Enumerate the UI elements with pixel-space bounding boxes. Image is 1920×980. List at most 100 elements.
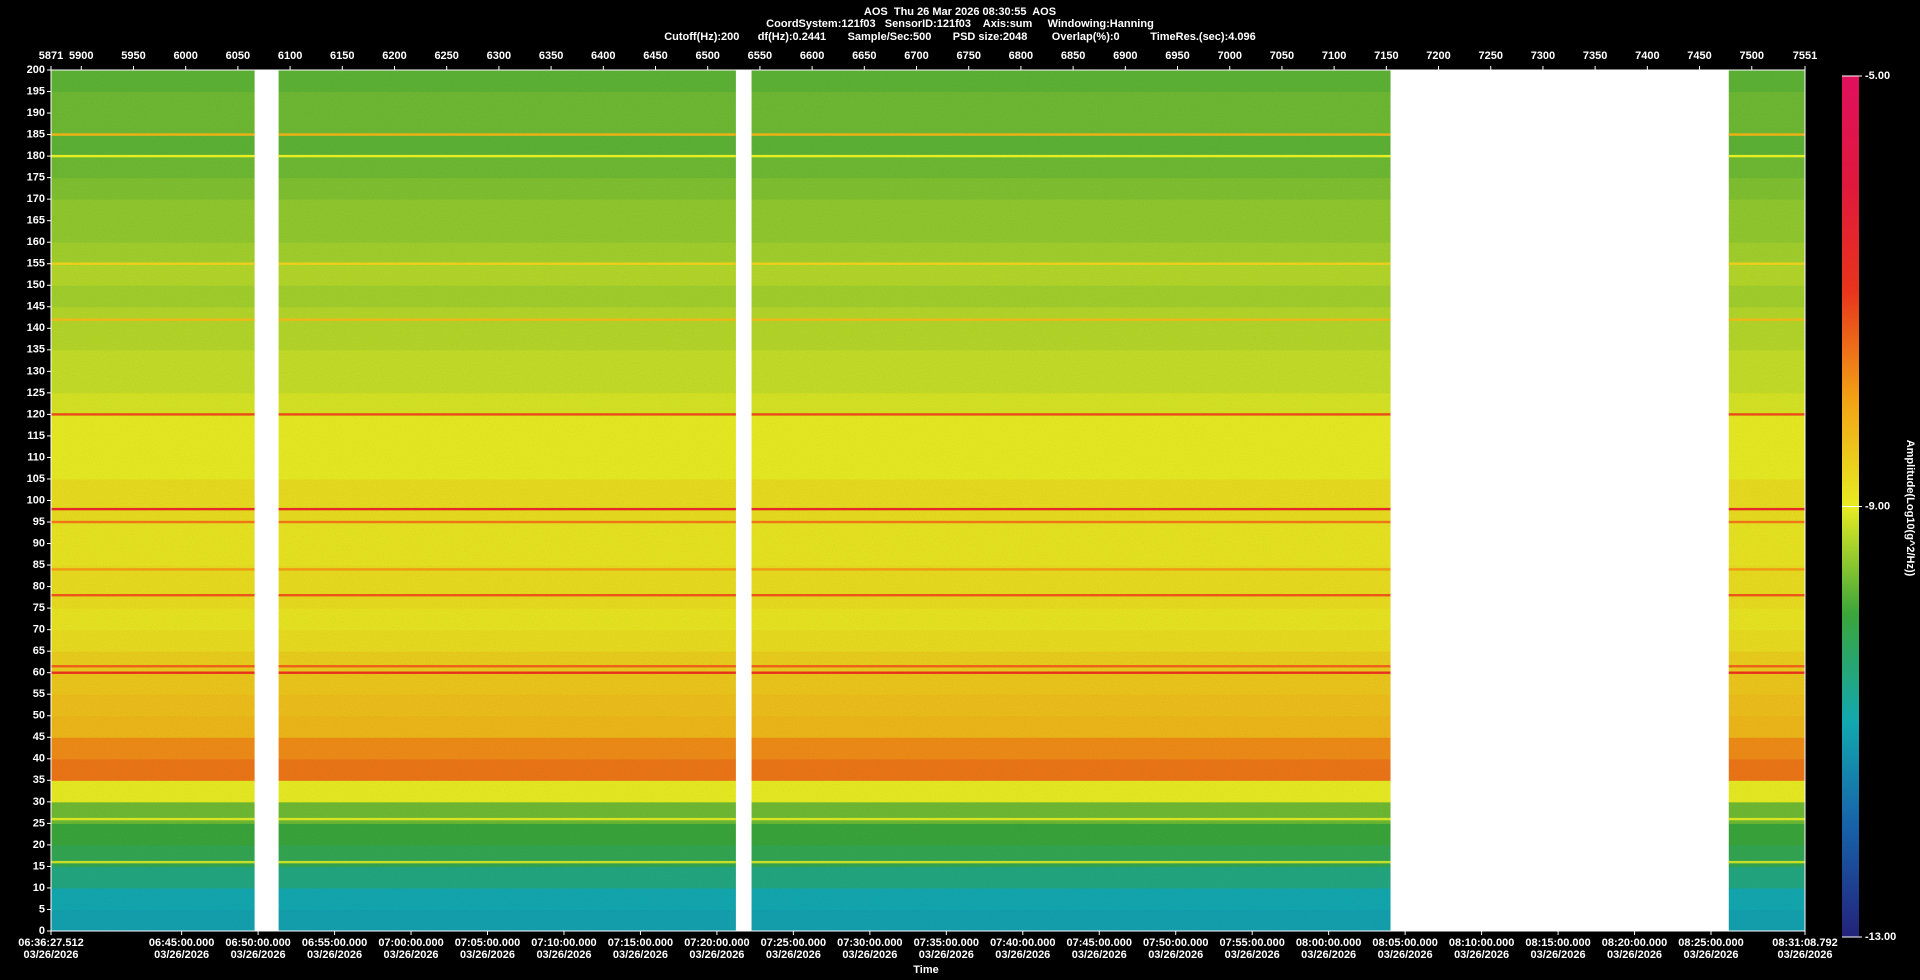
top-x-tick-label: 6250 — [434, 50, 458, 62]
y-tick-label: 120 — [27, 408, 45, 420]
time-tick-label: 07:35:00.000 — [914, 937, 979, 949]
top-x-tick-label: 7200 — [1426, 50, 1450, 62]
top-x-tick-label: 7551 — [1793, 50, 1817, 62]
y-tick-label: 60 — [33, 667, 45, 679]
time-tick-label: 08:00:00.000 — [1296, 937, 1361, 949]
tone-line — [751, 665, 1391, 668]
colorbar-tick-label: -5.00 — [1865, 70, 1890, 82]
tone-line — [751, 318, 1391, 321]
tone-line — [1728, 133, 1805, 136]
y-tick-label: 100 — [27, 494, 45, 506]
info-line: Cutoff(Hz):200 df(Hz):0.2441 Sample/Sec:… — [664, 31, 1256, 43]
top-x-tick-label: 6650 — [852, 50, 876, 62]
y-tick-label: 145 — [27, 301, 45, 313]
date-tick-label: 03/26/2026 — [1225, 949, 1280, 961]
tone-line — [751, 133, 1391, 136]
tone-line — [51, 671, 255, 674]
chart-title: AOS Thu 26 Mar 2026 08:30:55 AOS — [864, 6, 1056, 18]
tone-line — [1728, 318, 1805, 321]
y-tick-label: 185 — [27, 128, 45, 140]
tone-line — [51, 594, 255, 597]
tone-line — [1728, 817, 1805, 821]
top-x-tick-label: 6800 — [1009, 50, 1033, 62]
y-tick-label: 105 — [27, 473, 45, 485]
date-tick-label: 03/26/2026 — [1454, 949, 1509, 961]
top-x-tick-label: 6450 — [643, 50, 667, 62]
y-tick-label: 55 — [33, 688, 45, 700]
top-x-tick-label: 5950 — [121, 50, 145, 62]
date-tick-label: 03/26/2026 — [460, 949, 515, 961]
time-tick-label: 08:15:00.000 — [1525, 937, 1590, 949]
colorbar-tick-label: -13.00 — [1865, 931, 1896, 943]
top-x-tick-label: 6100 — [278, 50, 302, 62]
top-x-tick-label: 5871 — [39, 50, 63, 62]
y-tick-label: 0 — [39, 925, 45, 937]
top-x-tick-label: 6700 — [904, 50, 928, 62]
tone-line — [751, 520, 1391, 524]
tone-line — [51, 520, 255, 524]
y-tick-label: 195 — [27, 85, 45, 97]
time-tick-label: 07:20:00.000 — [684, 937, 749, 949]
tone-line — [51, 860, 255, 864]
tone-line — [1728, 665, 1805, 668]
time-tick-label: 06:45:00.000 — [149, 937, 214, 949]
time-tick-label: 08:05:00.000 — [1372, 937, 1437, 949]
tone-line — [278, 665, 736, 668]
date-tick-label: 03/26/2026 — [1531, 949, 1586, 961]
tone-line — [278, 817, 736, 821]
top-x-tick-label: 7500 — [1740, 50, 1764, 62]
time-tick-label: 07:00:00.000 — [378, 937, 443, 949]
top-x-tick-label: 6850 — [1061, 50, 1085, 62]
top-x-tick-label: 7450 — [1687, 50, 1711, 62]
y-tick-label: 115 — [27, 430, 45, 442]
date-tick-label: 03/26/2026 — [919, 949, 974, 961]
y-tick-label: 70 — [33, 624, 45, 636]
time-tick-label: 06:50:00.000 — [225, 937, 290, 949]
tone-line — [278, 413, 736, 416]
top-x-tick-label: 7100 — [1322, 50, 1346, 62]
time-tick-label: 07:05:00.000 — [455, 937, 520, 949]
y-tick-label: 95 — [33, 516, 45, 528]
date-tick-label: 03/26/2026 — [154, 949, 209, 961]
time-tick-label: 06:36:27.512 — [18, 937, 83, 949]
top-x-tick-label: 7050 — [1270, 50, 1294, 62]
tone-line — [751, 413, 1391, 416]
top-x-tick-label: 7000 — [1217, 50, 1241, 62]
tone-line — [751, 860, 1391, 864]
time-tick-label: 07:15:00.000 — [608, 937, 673, 949]
tone-line — [751, 262, 1391, 265]
top-x-tick-label: 6900 — [1113, 50, 1137, 62]
y-tick-label: 140 — [27, 322, 45, 334]
top-x-tick-label: 6350 — [539, 50, 563, 62]
tone-line — [51, 318, 255, 321]
date-tick-label: 03/26/2026 — [536, 949, 591, 961]
top-x-tick-label: 6400 — [591, 50, 615, 62]
tone-line — [278, 262, 736, 265]
noise-texture — [278, 70, 736, 931]
colorbar-title: Amplitude(Log10(g^2/Hz)) — [1904, 440, 1916, 577]
time-tick-label: 07:25:00.000 — [761, 937, 826, 949]
top-x-tick-label: 6000 — [173, 50, 197, 62]
time-tick-label: 07:50:00.000 — [1143, 937, 1208, 949]
tone-line — [51, 154, 255, 158]
top-x-tick-label: 6750 — [956, 50, 980, 62]
tone-line — [751, 817, 1391, 821]
date-tick-label: 03/26/2026 — [307, 949, 362, 961]
tone-line — [278, 671, 736, 674]
y-tick-label: 175 — [27, 172, 45, 184]
time-tick-label: 07:10:00.000 — [531, 937, 596, 949]
tone-line — [278, 520, 736, 524]
y-tick-label: 90 — [33, 537, 45, 549]
tone-line — [51, 133, 255, 136]
date-tick-label: 03/26/2026 — [1148, 949, 1203, 961]
y-tick-label: 10 — [33, 882, 45, 894]
top-x-tick-label: 6950 — [1165, 50, 1189, 62]
tone-line — [51, 817, 255, 821]
noise-texture — [1728, 70, 1805, 931]
y-tick-label: 155 — [27, 258, 45, 270]
time-tick-label: 08:25:00.000 — [1678, 937, 1743, 949]
tone-line — [751, 507, 1391, 511]
tone-line — [751, 671, 1391, 674]
date-tick-label: 03/26/2026 — [766, 949, 821, 961]
y-tick-label: 65 — [33, 645, 45, 657]
